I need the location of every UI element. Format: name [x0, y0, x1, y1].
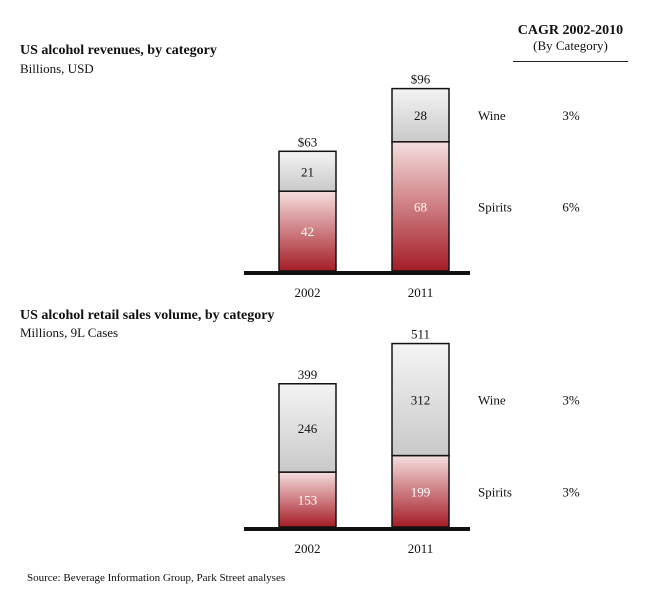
bar-spirits-2002: [278, 190, 337, 272]
series-label-wine: Wine: [478, 393, 506, 408]
cagr-value-spirits: 3%: [562, 484, 580, 499]
bar-label-wine-2011: 312: [411, 393, 431, 408]
category-label-2002: 2002: [295, 541, 321, 556]
cagr-value-wine: 3%: [562, 393, 580, 408]
chart-1-title: US alcohol revenues, by category: [20, 43, 217, 58]
bar-label-spirits-2002: 153: [298, 493, 318, 508]
cagr-value-spirits: 6%: [562, 199, 580, 214]
total-label-2011: $96: [411, 72, 431, 87]
series-label-spirits: Spirits: [478, 199, 512, 214]
total-label-2002: $63: [298, 134, 318, 149]
series-label-spirits: Spirits: [478, 484, 512, 499]
category-label-2011: 2011: [408, 541, 434, 556]
total-label-2002: 399: [298, 367, 318, 382]
cagr-value-wine: 3%: [562, 108, 580, 123]
bar-spirits-2002: [278, 471, 337, 528]
bar-spirits-2011: [391, 454, 450, 528]
category-label-2002: 2002: [295, 285, 321, 300]
bar-label-wine-2002: 21: [301, 164, 314, 179]
bar-label-spirits-2011: 68: [414, 199, 427, 214]
cagr-header-subtitle: (By Category): [533, 38, 608, 53]
bar-wine-2011: [391, 342, 450, 457]
category-label-2011: 2011: [408, 285, 434, 300]
bar-label-wine-2002: 246: [298, 421, 318, 436]
bar-wine-2002: [278, 383, 337, 473]
total-label-2011: 511: [411, 327, 430, 342]
series-label-wine: Wine: [478, 108, 506, 123]
bar-wine-2011: [391, 87, 450, 143]
source-note: Source: Beverage Information Group, Park…: [27, 572, 286, 584]
bar-wine-2002: [278, 150, 337, 192]
cagr-header-title: CAGR 2002-2010: [517, 23, 624, 38]
chart-2-title: US alcohol retail sales volume, by categ…: [20, 308, 275, 323]
bar-label-wine-2011: 28: [414, 108, 427, 123]
chart-1-subtitle: Billions, USD: [20, 61, 94, 76]
cagr-header-rule: [513, 61, 628, 62]
bar-label-spirits-2011: 199: [411, 484, 431, 499]
bar-label-spirits-2002: 42: [301, 224, 314, 239]
chart-2-subtitle: Millions, 9L Cases: [20, 325, 119, 340]
